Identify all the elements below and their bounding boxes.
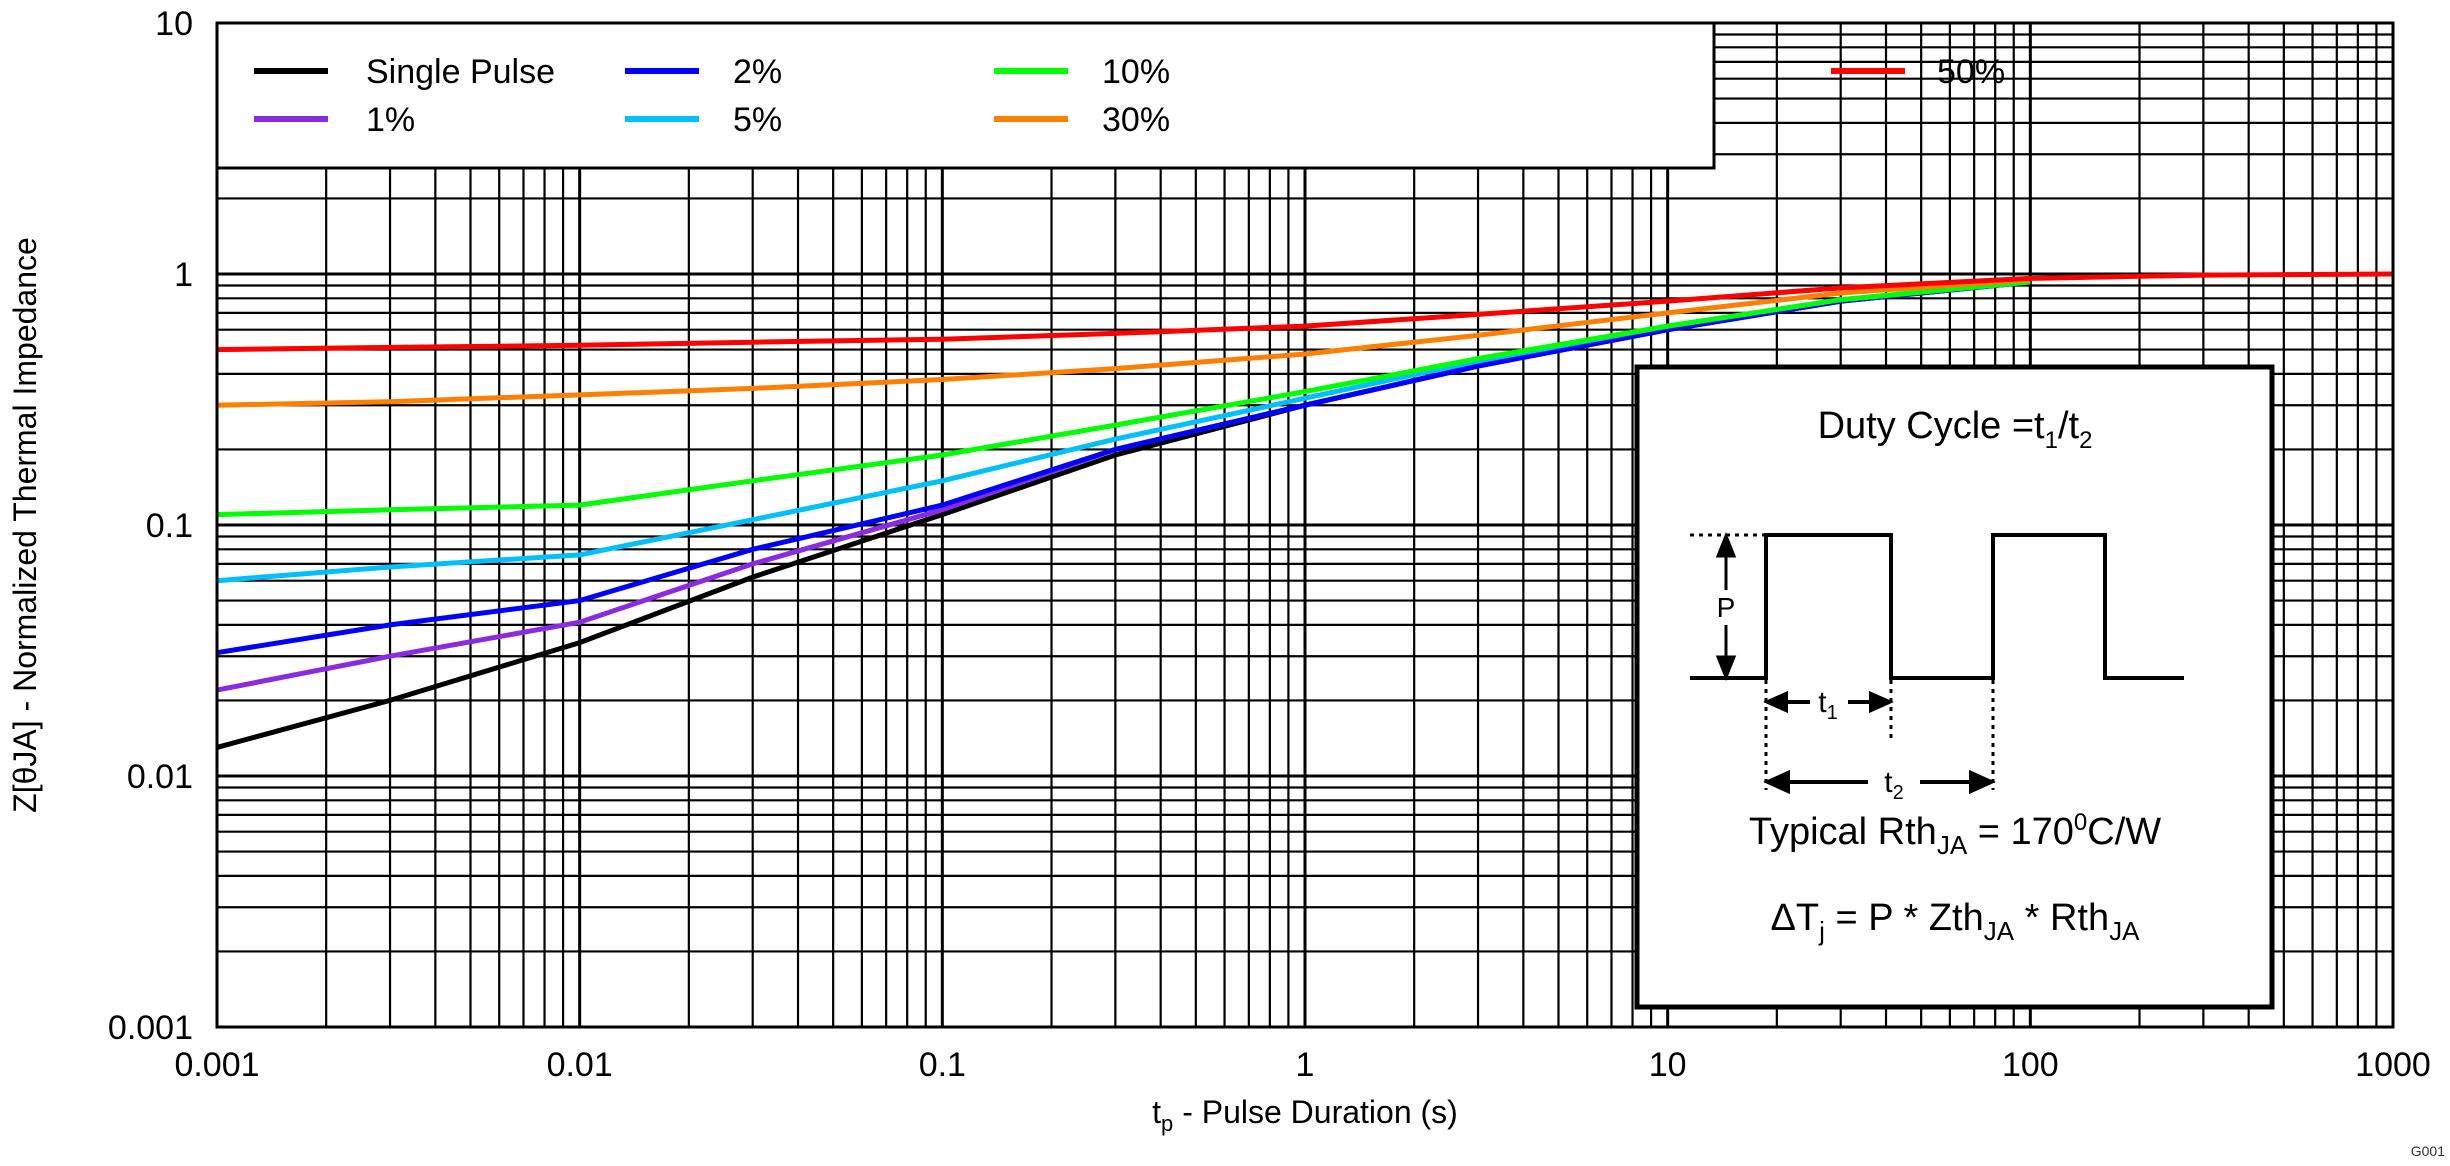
x-tick-label: 10 xyxy=(1649,1046,1687,1084)
series-line xyxy=(216,279,2031,518)
legend-label: 30% xyxy=(1102,101,1170,139)
legend-label: 2% xyxy=(733,53,782,91)
dotted-guides xyxy=(1690,533,1995,790)
legend-label: 50% xyxy=(1937,53,2005,91)
y-tick-label: 10 xyxy=(155,5,193,43)
y-tick-label: 1 xyxy=(174,256,193,294)
legend-label: 10% xyxy=(1102,53,1170,91)
p-arrow xyxy=(1715,531,1737,682)
y-axis-label: Z[θJA] - Normalized Thermal Impedance xyxy=(7,237,43,813)
x-tick-label: 0.001 xyxy=(174,1046,259,1084)
series-line xyxy=(216,271,2394,353)
y-tick-label: 0.01 xyxy=(127,758,193,796)
x-tick-labels: 0.001 0.01 0.1 1 10 100 1000 xyxy=(174,1046,2430,1084)
legend-label: Single Pulse xyxy=(366,53,555,91)
legend-label: 1% xyxy=(366,101,415,139)
x-tick-label: 1000 xyxy=(2355,1046,2431,1084)
series-line xyxy=(216,279,2031,656)
t2-arrow xyxy=(1763,769,1996,795)
x-axis-label: tp - Pulse Duration (s) xyxy=(1152,1094,1458,1136)
t1-label: t1 xyxy=(1818,686,1837,724)
duty-cycle-label: Duty Cycle =t1/t2 xyxy=(1818,405,2093,454)
p-label: P xyxy=(1717,592,1736,623)
delta-tj-formula: ΔTj = P * ZthJA * RthJA xyxy=(1771,897,2141,946)
y-tick-label: 0.1 xyxy=(146,507,193,545)
series-line xyxy=(216,277,2031,408)
x-tick-label: 1 xyxy=(1296,1046,1315,1084)
y-tick-labels: 0.001 0.01 0.1 1 10 xyxy=(108,5,193,1047)
t1-arrow xyxy=(1763,690,1894,714)
typical-rth-label: Typical RthJA = 1700C/W xyxy=(1749,809,2161,860)
inset-box xyxy=(1634,364,2275,1010)
pulse-waveform xyxy=(1690,533,2184,680)
y-tick-label: 0.001 xyxy=(108,1009,193,1047)
x-tick-label: 0.1 xyxy=(919,1046,966,1084)
figure-id: G001 xyxy=(2411,1143,2445,1159)
x-tick-label: 0.01 xyxy=(547,1046,613,1084)
legend: Single Pulse 1% 2% 5% 10% 30% 50% xyxy=(215,21,2005,170)
legend-label: 5% xyxy=(733,101,782,139)
legend-box xyxy=(215,21,1716,170)
t2-label: t2 xyxy=(1884,766,1903,804)
curves xyxy=(216,271,2394,750)
inset-diagram: Duty Cycle =t1/t2 P t1 t2 Typical RthJA … xyxy=(1634,364,2275,1010)
x-tick-label: 100 xyxy=(2002,1046,2059,1084)
